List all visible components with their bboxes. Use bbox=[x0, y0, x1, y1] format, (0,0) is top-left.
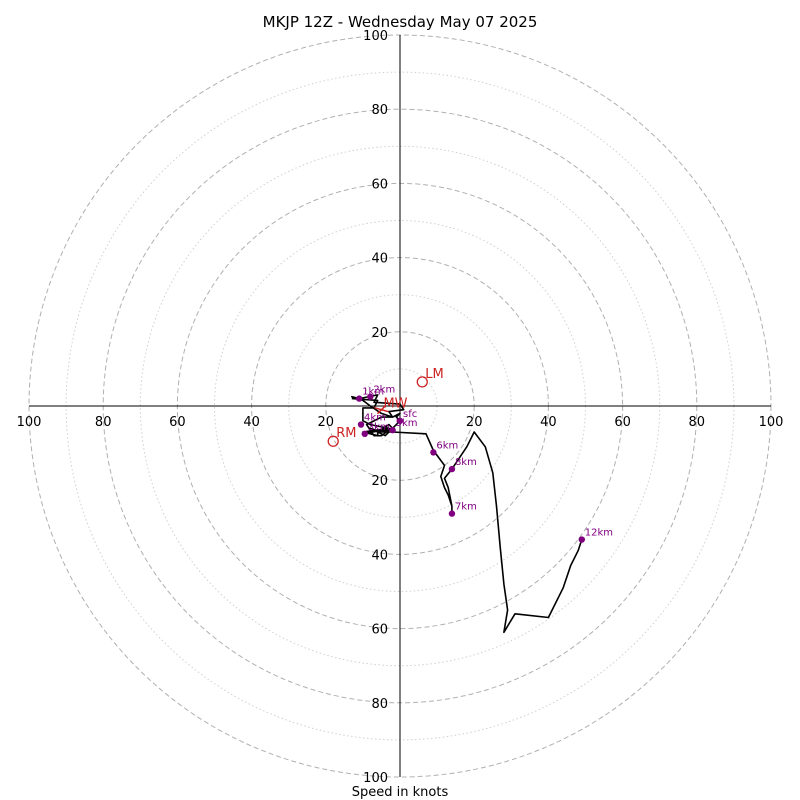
storm-motion-marker-MW-cross bbox=[376, 405, 386, 415]
height-label-7km: 7km bbox=[455, 502, 477, 513]
height-marker-2km bbox=[367, 393, 374, 400]
tick-label-bottom-80: 80 bbox=[371, 697, 388, 712]
height-label-1km: 1km bbox=[362, 387, 384, 398]
tick-label-top-80: 80 bbox=[371, 103, 388, 118]
tick-label-right-100: 100 bbox=[759, 415, 784, 430]
tick-label-left-40: 40 bbox=[243, 415, 260, 430]
tick-label-bottom-40: 40 bbox=[371, 548, 388, 563]
storm-motion-marker-RM bbox=[327, 435, 339, 447]
tick-label-top-100: 100 bbox=[363, 29, 388, 44]
height-marker-12km bbox=[578, 536, 585, 543]
storm-motion-label-MW: MW bbox=[383, 397, 407, 412]
tick-label-bottom-60: 60 bbox=[371, 623, 388, 638]
tick-label-right-40: 40 bbox=[540, 415, 557, 430]
hodograph-trace-group bbox=[350, 394, 583, 634]
height-label-12km: 12km bbox=[585, 528, 613, 539]
storm-motion-markers: LM RM MW bbox=[327, 367, 444, 447]
tick-label-top-20: 20 bbox=[371, 326, 388, 341]
tick-label-left-20: 20 bbox=[318, 415, 335, 430]
hodograph-trace bbox=[350, 394, 583, 634]
chart-title: MKJP 12Z - Wednesday May 07 2025 bbox=[263, 13, 538, 31]
tick-labels: 100 80 60 40 20 20 40 60 80 100 20 40 60 80 100 20 40 60 8… bbox=[17, 29, 784, 786]
height-marker-8km bbox=[448, 465, 456, 473]
height-marker-5km bbox=[389, 426, 396, 434]
tick-label-top-60: 60 bbox=[371, 177, 388, 192]
tick-label-right-60: 60 bbox=[614, 415, 631, 430]
height-label-3km: 3km bbox=[368, 422, 390, 433]
height-marker-7km bbox=[448, 510, 456, 517]
height-marker-6km bbox=[430, 449, 437, 456]
x-axis-label: Speed in knots bbox=[352, 785, 449, 800]
tick-label-left-80: 80 bbox=[95, 415, 112, 430]
height-marker-1km bbox=[355, 395, 363, 402]
height-label-6km: 6km bbox=[436, 440, 458, 451]
tick-label-left-100: 100 bbox=[17, 415, 42, 430]
tick-label-right-80: 80 bbox=[689, 415, 706, 430]
height-label-sfc: sfc bbox=[403, 409, 417, 420]
tick-label-right-20: 20 bbox=[466, 415, 483, 430]
storm-motion-marker-LM bbox=[416, 376, 428, 388]
height-label-5km: 5km bbox=[396, 418, 418, 429]
tick-label-left-60: 60 bbox=[169, 415, 186, 430]
tick-label-bottom-20: 20 bbox=[371, 474, 388, 489]
height-marker-4km bbox=[357, 421, 365, 428]
height-marker-3km bbox=[361, 430, 368, 438]
height-label-4km: 4km bbox=[364, 413, 386, 424]
height-label-8km: 8km bbox=[455, 457, 477, 468]
tick-label-top-40: 40 bbox=[371, 252, 388, 267]
storm-motion-label-RM: RM bbox=[336, 426, 356, 441]
height-marker-sfc bbox=[396, 417, 404, 425]
storm-motion-label-LM: LM bbox=[425, 367, 443, 382]
axes bbox=[29, 35, 771, 777]
height-label-2km: 2km bbox=[373, 385, 395, 396]
tick-label-bottom-100: 100 bbox=[363, 771, 388, 786]
